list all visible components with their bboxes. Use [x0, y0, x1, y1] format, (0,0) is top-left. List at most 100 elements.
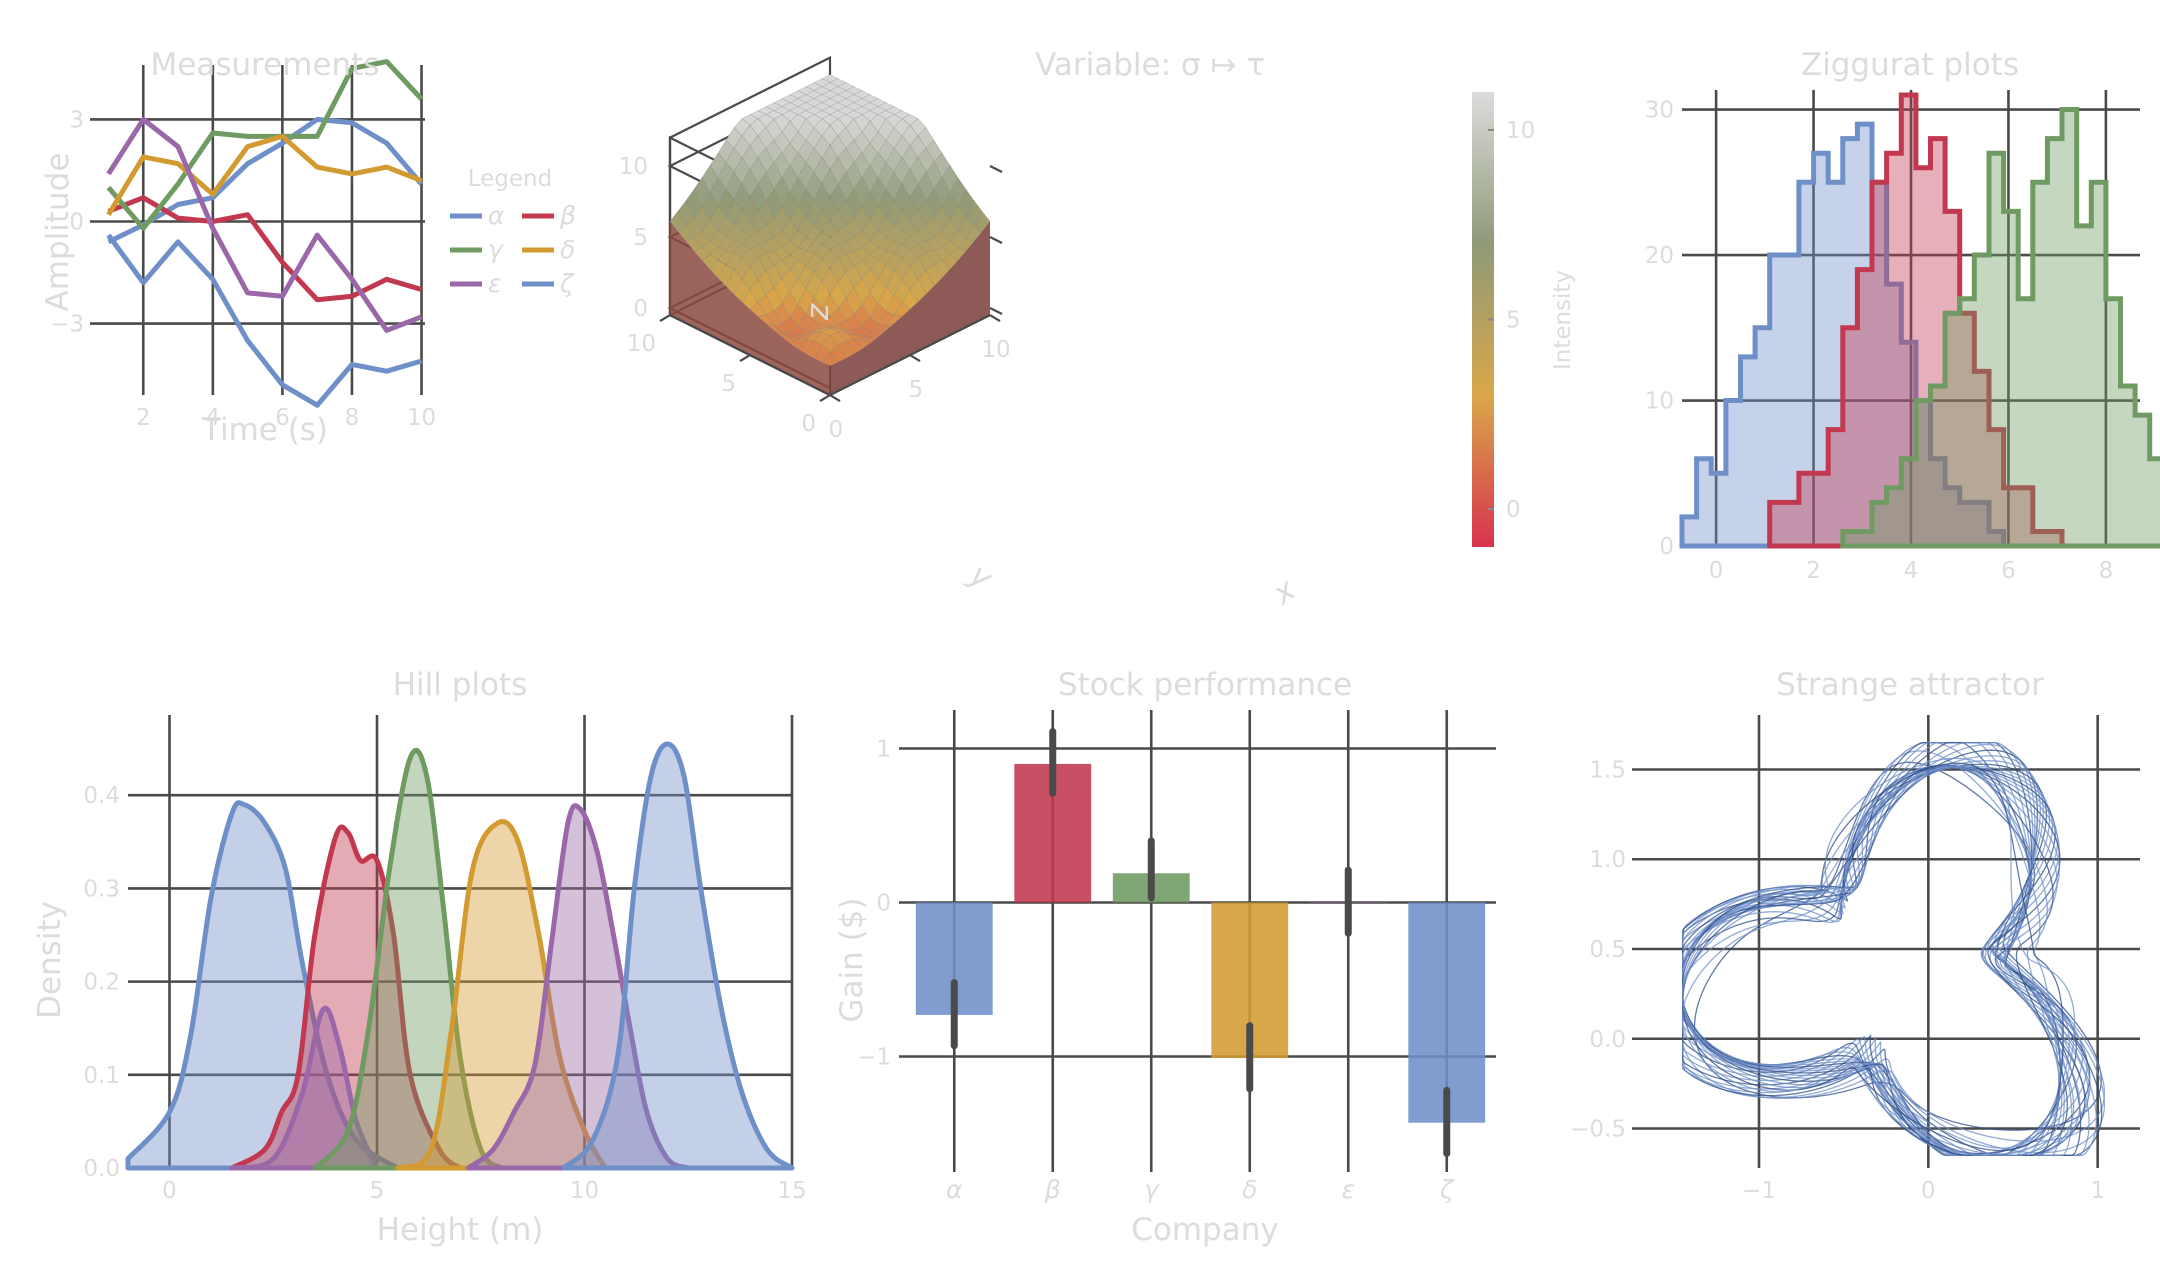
surface-cell [741, 265, 759, 291]
surface-cell [861, 120, 879, 144]
surface-cell [685, 188, 703, 218]
x-tick-label: 0 [829, 417, 844, 443]
surface-cell [797, 118, 815, 141]
surface-cell [733, 135, 751, 158]
attractor-strand [1682, 743, 2065, 1157]
surface-cell [725, 127, 743, 149]
chart-title: Hill plots [393, 667, 528, 703]
surface-cell [909, 210, 927, 232]
legend-label: γ [488, 235, 504, 264]
surface-cell [821, 144, 839, 170]
surface-cell [829, 135, 847, 158]
surface-cell [717, 139, 735, 163]
chart-ziggurat: 0 2 4 6 8 0 10 20 30 Ziggurat plots [1645, 47, 2160, 584]
surface-cell [845, 339, 863, 355]
surface-cell [773, 260, 791, 280]
surface-cell [733, 156, 751, 185]
y-tick [819, 394, 831, 403]
surface [669, 74, 991, 367]
surface-cell [781, 164, 799, 194]
surface-cell [837, 340, 855, 359]
surface-cell [917, 240, 935, 254]
y-tick-label: 0 [876, 891, 891, 917]
surface-cell [893, 278, 911, 303]
surface-cell [789, 325, 807, 337]
surface-cell [869, 260, 887, 280]
y-tick-label: 5 [721, 371, 736, 397]
surface-cell [925, 237, 943, 251]
surface-cell [829, 331, 847, 346]
attractor-strand [1682, 767, 2063, 1157]
surface-cell [909, 118, 927, 137]
legend: Legend α β γ δ ε ζ [450, 166, 576, 298]
surface-cell [869, 152, 887, 179]
surface-cell [781, 219, 799, 242]
surface-cell [877, 286, 895, 312]
surface-cell [885, 270, 903, 296]
surface-cell [813, 327, 831, 333]
x-tick-label: 0 [1921, 1178, 1936, 1204]
y-axis-label: Amplitude [40, 153, 76, 312]
surface-cell [773, 114, 791, 133]
x-tick-label: β [1044, 1175, 1061, 1204]
surface-cell [797, 110, 815, 120]
surface-cell [845, 118, 863, 141]
surface-cell [813, 244, 831, 260]
surface-cell [805, 114, 823, 129]
surface-cell [797, 265, 815, 290]
surface-cell [765, 161, 783, 190]
surface-cell [941, 219, 959, 242]
colorbar: 0 5 10 Intensity [1472, 92, 1576, 547]
x-tick-label: 4 [1904, 558, 1919, 584]
surface-cell [853, 278, 871, 306]
y-tick-label: 20 [1645, 243, 1674, 269]
surface-cell [893, 301, 911, 317]
surface-cell [757, 270, 775, 296]
surface-cell [861, 191, 879, 222]
surface-cell [901, 248, 919, 267]
surface-cell [749, 257, 767, 280]
x-tick-label: ζ [1439, 1175, 1455, 1204]
surface-cell [917, 127, 935, 149]
surface-cell [853, 338, 871, 350]
surface-cell [685, 216, 703, 239]
surface-cell [837, 271, 855, 299]
z-tick-label: 0 [633, 296, 648, 322]
x-tick-label: 2 [1806, 558, 1821, 584]
surface-cell [677, 224, 695, 242]
surface-cell [957, 237, 975, 252]
surface-cell [837, 127, 855, 149]
surface-cell [789, 131, 807, 154]
surface-cell [829, 183, 847, 212]
surface-cell [757, 240, 775, 254]
surface-cell [925, 161, 943, 190]
surface-cell [765, 110, 783, 120]
surface-cell [853, 230, 871, 249]
surface-cell [853, 131, 871, 154]
surface-cell [909, 257, 927, 280]
surface-cell [845, 188, 863, 218]
surface-cell [717, 188, 735, 218]
surface-cell [821, 168, 839, 198]
surface-cell [781, 110, 799, 122]
surface-cell [805, 253, 823, 273]
surface-cell [901, 220, 919, 238]
surface-cell [797, 216, 815, 239]
surface-cell [797, 237, 815, 252]
surface-cell [781, 336, 799, 344]
surface-cell [877, 250, 895, 266]
surface-cell [845, 237, 863, 252]
surface-cell [877, 161, 895, 190]
surface-skirt [830, 221, 990, 396]
surface-cell [821, 249, 839, 269]
colorbar-bar [1472, 92, 1494, 547]
surface-cell [829, 281, 847, 309]
surface-cell [701, 254, 719, 270]
surface-cell [805, 171, 823, 201]
surface-cell [693, 247, 711, 261]
surface-cell [941, 241, 959, 256]
surface-cell [765, 140, 783, 164]
surface-cell [869, 131, 887, 154]
surface-cell [845, 265, 863, 290]
attractor-strand [1682, 757, 2076, 1149]
